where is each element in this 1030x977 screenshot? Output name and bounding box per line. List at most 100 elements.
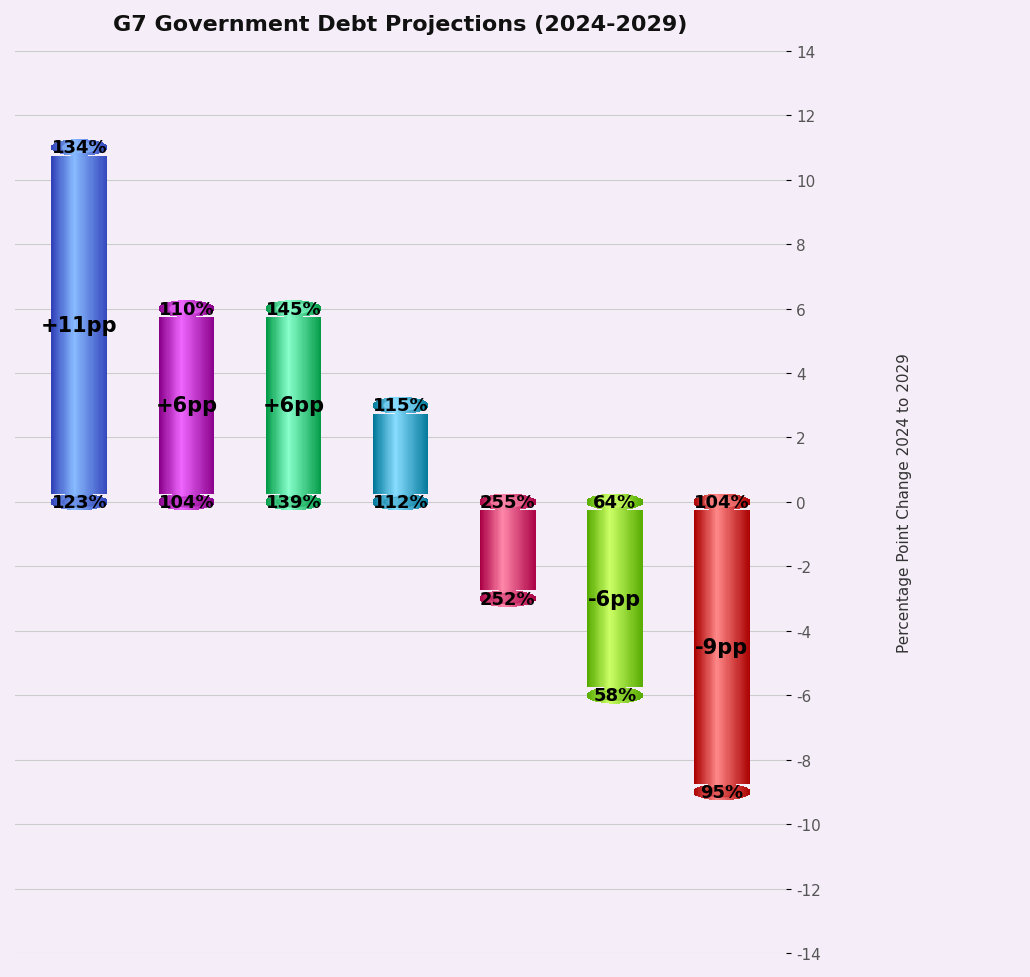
Bar [53,145,55,152]
Bar [734,785,735,799]
Bar [63,156,64,494]
Bar [69,156,70,494]
Bar [530,511,531,590]
Bar [281,318,282,494]
Bar [500,511,501,590]
Bar [481,511,482,590]
Bar [78,494,79,511]
Bar [417,495,418,509]
Bar [174,318,175,494]
Bar [302,494,303,510]
Bar [706,786,707,799]
Bar [588,692,590,700]
Bar [179,301,181,318]
Bar [418,496,420,509]
Bar [270,318,271,494]
Bar [277,302,278,317]
Bar [706,511,707,784]
Bar [640,692,642,700]
Bar [202,302,203,317]
Bar [427,404,428,408]
Bar [637,497,639,507]
Bar [592,497,594,508]
Bar [285,301,286,318]
Bar [492,495,493,510]
Bar [381,400,382,412]
Bar [175,494,176,510]
Bar [521,592,523,606]
Bar [423,414,424,494]
Bar [716,784,718,800]
Bar [192,318,193,494]
Bar [727,494,729,511]
Bar [595,689,596,701]
Bar [618,494,619,511]
Bar [53,498,55,506]
Bar [621,511,622,687]
Bar [279,318,280,494]
Bar [96,495,98,509]
Bar [301,301,302,318]
Bar [481,498,483,506]
Bar [615,687,616,703]
Bar [519,591,520,607]
Bar [412,494,413,510]
Bar [719,511,720,784]
Bar [271,318,272,494]
Bar [186,494,187,511]
Bar [400,494,401,511]
Bar [103,144,104,152]
Bar [626,511,627,687]
Bar [279,302,281,317]
Bar [517,591,519,607]
Bar [295,494,297,511]
Bar [290,494,293,511]
Bar [211,498,213,506]
Bar [192,494,194,511]
Bar [309,318,310,494]
Bar [726,494,727,511]
Bar [95,142,96,155]
Bar [520,495,521,510]
Bar [196,494,198,510]
Bar [631,495,632,509]
Bar [525,593,527,606]
Bar [715,784,716,800]
Bar [380,400,381,412]
Bar [619,494,620,511]
Bar [84,140,87,156]
Bar [373,414,374,494]
Bar [605,494,607,510]
Bar [416,399,417,413]
Bar [735,785,737,799]
Bar [730,494,731,510]
Bar [306,302,307,317]
Bar [58,156,59,494]
Bar [162,305,163,314]
Bar [378,401,380,411]
Bar [591,511,592,687]
Bar [59,143,60,154]
Bar [159,318,160,494]
Bar [696,511,697,784]
Bar [376,414,377,494]
Bar [61,156,62,494]
Bar [382,414,383,494]
Bar [318,306,320,313]
Bar [409,494,410,510]
Bar [622,511,624,687]
Bar [196,318,197,494]
Bar [719,494,720,511]
Bar [496,494,497,510]
Bar [517,511,518,590]
Bar [513,494,515,511]
Text: 145%: 145% [266,300,321,319]
Bar [283,301,285,318]
Bar [280,318,281,494]
Bar [533,595,535,603]
Bar [702,786,703,798]
Bar [424,402,425,410]
Bar [75,494,76,511]
Bar [55,144,56,152]
Bar [603,688,604,703]
